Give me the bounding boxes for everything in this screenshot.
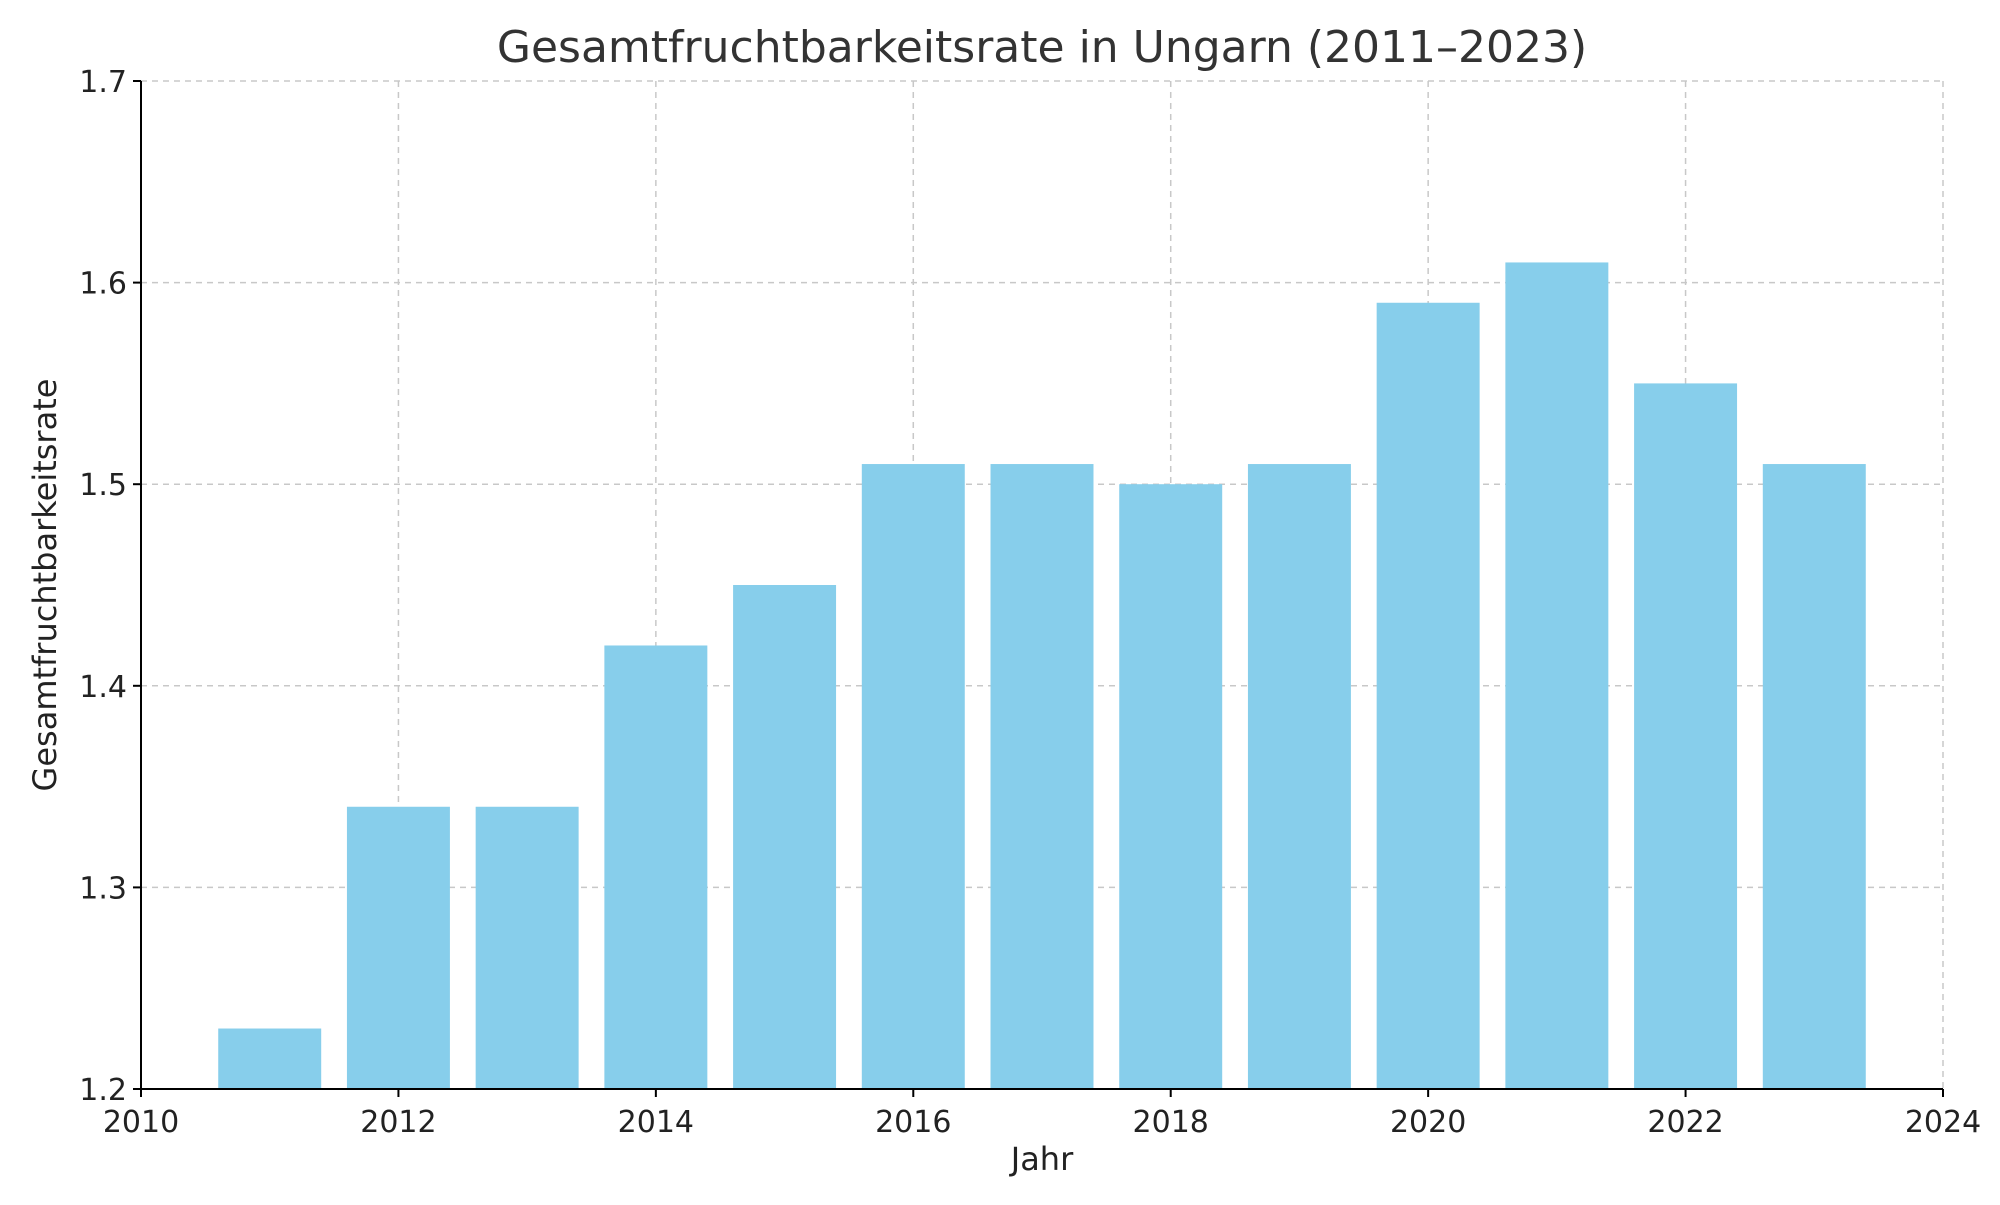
- x-tick-label: 2014: [618, 1105, 694, 1140]
- bar-2016: [861, 464, 965, 1089]
- x-tick-label: 2024: [1905, 1105, 1981, 1140]
- bar-2017: [990, 464, 1094, 1089]
- bars: [218, 262, 1866, 1089]
- bar-2020: [1376, 302, 1480, 1089]
- x-tick-label: 2018: [1133, 1105, 1209, 1140]
- x-tick-label: 2016: [875, 1105, 951, 1140]
- bar-2013: [475, 806, 579, 1089]
- y-tick-label: 1.5: [79, 468, 127, 503]
- bar-2012: [346, 806, 450, 1089]
- y-tick-label: 1.2: [79, 1073, 127, 1108]
- x-axis-label: Jahr: [1009, 1140, 1074, 1178]
- bar-2011: [218, 1028, 322, 1089]
- y-tick-label: 1.6: [79, 267, 127, 302]
- y-tick-label: 1.3: [79, 871, 127, 906]
- y-ticks: 1.2 1.3 1.4 1.5 1.6 1.7: [79, 65, 141, 1108]
- y-axis-label: Gesamtfruchtbarkeitsrate: [26, 379, 64, 792]
- bar-2019: [1247, 464, 1351, 1089]
- chart-title: Gesamtfruchtbarkeitsrate in Ungarn (2011…: [497, 22, 1587, 73]
- x-tick-label: 2022: [1647, 1105, 1723, 1140]
- y-tick-label: 1.7: [79, 65, 127, 100]
- axes: [140, 81, 1943, 1090]
- bar-2021: [1505, 262, 1609, 1089]
- bar-2022: [1634, 383, 1738, 1089]
- bar-2018: [1119, 484, 1223, 1089]
- bar-2015: [733, 585, 837, 1089]
- x-tick-label: 2010: [103, 1105, 179, 1140]
- x-tick-label: 2012: [360, 1105, 436, 1140]
- y-tick-label: 1.4: [79, 670, 127, 705]
- x-tick-label: 2020: [1390, 1105, 1466, 1140]
- x-ticks: 2010 2012 2014 2016 2018 2020 2022 2024: [103, 1089, 1981, 1140]
- bar-2014: [604, 645, 708, 1089]
- bar-2023: [1762, 464, 1866, 1089]
